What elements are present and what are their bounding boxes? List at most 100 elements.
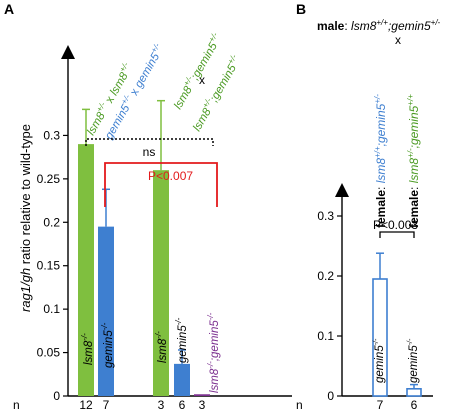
cross2-right-b: ;gemin5 <box>208 62 239 104</box>
n-value: 12 <box>79 398 93 412</box>
cross1-female-x: x <box>102 92 118 109</box>
y-tick-label: 0.2 <box>43 215 60 229</box>
bar <box>153 170 169 396</box>
cross2-left-asup: +/- <box>182 74 195 87</box>
bar-a3-label: lsm8-/- <box>154 331 169 363</box>
cross2-right-bsup: +/- <box>226 53 239 66</box>
y-tick-label: 0.2 <box>317 269 334 283</box>
bar-a5-a: lsm8 <box>209 368 221 393</box>
n-value: 7 <box>103 398 110 412</box>
y-tick-label: 0.3 <box>317 209 334 223</box>
panel-a-ylabel: rag1/gh ratio relative to wild-type <box>18 124 33 312</box>
n-value: 7 <box>377 398 384 412</box>
p-bracket-b <box>379 231 415 238</box>
bar-a1-sup: -/- <box>80 333 89 341</box>
male-a: lsm8 <box>351 19 377 33</box>
bar-a2-label: gemin5-/- <box>100 322 115 368</box>
ylabel-rest: ratio relative to wild-type <box>18 124 33 268</box>
male-sep: : <box>344 19 351 33</box>
panel-a-n-labels: 12 7 3 6 3 <box>79 398 205 412</box>
y-tick-label: 0 <box>327 389 334 403</box>
cross1-gemin-male-sup: +/- <box>149 41 162 54</box>
male-bsup: +/- <box>431 18 441 27</box>
panel-b-letter: B <box>296 1 306 17</box>
y-tick-label: 0.3 <box>43 128 60 142</box>
female2-asup: +/- <box>406 148 415 158</box>
bar-b2-sup: -/- <box>407 338 414 345</box>
cross1-gemin-female-sup: +/- <box>119 93 132 106</box>
panel-b-bars <box>372 252 422 397</box>
n-value: 6 <box>411 398 418 412</box>
bar-b2-label: gemin5-/- <box>407 338 420 383</box>
panel-b-male-cross: male: lsm8+/+;gemin5+/- <box>317 18 441 33</box>
female1-sep: : <box>374 183 388 190</box>
male-asup: +/+ <box>376 18 388 27</box>
bar-a1-label: lsm8-/- <box>80 333 95 365</box>
bar-b2-base: gemin5 <box>408 345 420 383</box>
bar-b1-sup: -/- <box>373 338 380 345</box>
y-tick-label: 0.25 <box>37 172 61 186</box>
cross1-gemin-female-name: gemin5 <box>103 102 133 141</box>
female1-bsup: +/- <box>373 94 382 104</box>
panel-b-female1: female: lsm8+/+;gemin5+/- <box>373 94 388 228</box>
female2-bold: female <box>407 190 421 228</box>
male-bold: male <box>317 19 345 33</box>
bar-a5-label: lsm8-/-;gemin5-/- <box>206 312 221 393</box>
bar <box>98 226 114 396</box>
y-tick-label: 0 <box>53 389 60 403</box>
female1-a: lsm8 <box>374 158 388 184</box>
panel-b-female2: female: lsm8+/-;gemin5+/+ <box>406 94 421 228</box>
panel-b-x: x <box>395 33 401 47</box>
y-tick-label: 0.1 <box>317 329 334 343</box>
n-value: 3 <box>158 398 165 412</box>
bar-a2-sup: -/- <box>100 322 109 330</box>
cross1-female-sup: +/- <box>95 100 108 113</box>
female2-b: ;gemin5 <box>407 105 421 148</box>
cross1-male-sup: +/- <box>118 61 131 74</box>
ylabel-italic: rag1/gh <box>18 268 33 312</box>
panel-a-bars <box>78 99 210 396</box>
bar-a5-asup: -/- <box>206 361 215 369</box>
y-tick-label: 0.15 <box>37 259 61 273</box>
ns-label: ns <box>143 145 156 159</box>
bar <box>194 394 210 396</box>
panel-b-y-ticks: 0 0.1 0.2 0.3 <box>317 209 342 403</box>
cross1-gemin-x: x <box>127 84 143 101</box>
y-tick-label: 0.05 <box>37 346 61 360</box>
female2-sep: : <box>407 183 421 190</box>
y-tick-label: 0.1 <box>43 302 60 316</box>
male-b: ;gemin5 <box>388 19 431 33</box>
ns-bracket <box>85 138 214 146</box>
bar-a5-b: ;gemin5 <box>209 320 221 362</box>
p-label-a: P<0.007 <box>148 169 193 183</box>
panel-a-letter: A <box>4 1 14 17</box>
cross2-right-a: lsm8 <box>191 106 214 134</box>
female1-b: ;gemin5 <box>374 103 388 146</box>
cross1-gemin-male-name: gemin5 <box>133 51 163 90</box>
panel-b-n-label: n <box>296 398 303 412</box>
p-bracket-a <box>104 162 218 207</box>
bar <box>174 363 190 396</box>
cross2-left-a: lsm8 <box>172 84 195 112</box>
bar-a3-sup: -/- <box>154 331 163 339</box>
bar-a4-sup: -/- <box>174 317 183 325</box>
female1-asup: +/+ <box>373 146 382 158</box>
female2-a: lsm8 <box>407 158 421 184</box>
bar-b1-base: gemin5 <box>374 345 386 383</box>
bar <box>406 387 422 397</box>
cross2-x: x <box>199 73 205 87</box>
bar-a3-base: lsm8 <box>157 338 169 363</box>
cross2-right-asup: +/- <box>201 96 214 109</box>
bar-a5-bsup: -/- <box>206 312 215 320</box>
cross2-left-bsup: +/- <box>207 31 220 44</box>
p-label-b: P<0.003 <box>373 218 418 232</box>
female2-bsup: +/+ <box>406 94 415 106</box>
bar-a1-base: lsm8 <box>83 340 95 365</box>
bar-a4-base: gemin5 <box>177 325 189 363</box>
n-value: 6 <box>179 398 186 412</box>
female1-bold: female <box>374 190 388 228</box>
n-value: 3 <box>199 398 206 412</box>
bar-a4-label: gemin5-/- <box>174 317 189 363</box>
